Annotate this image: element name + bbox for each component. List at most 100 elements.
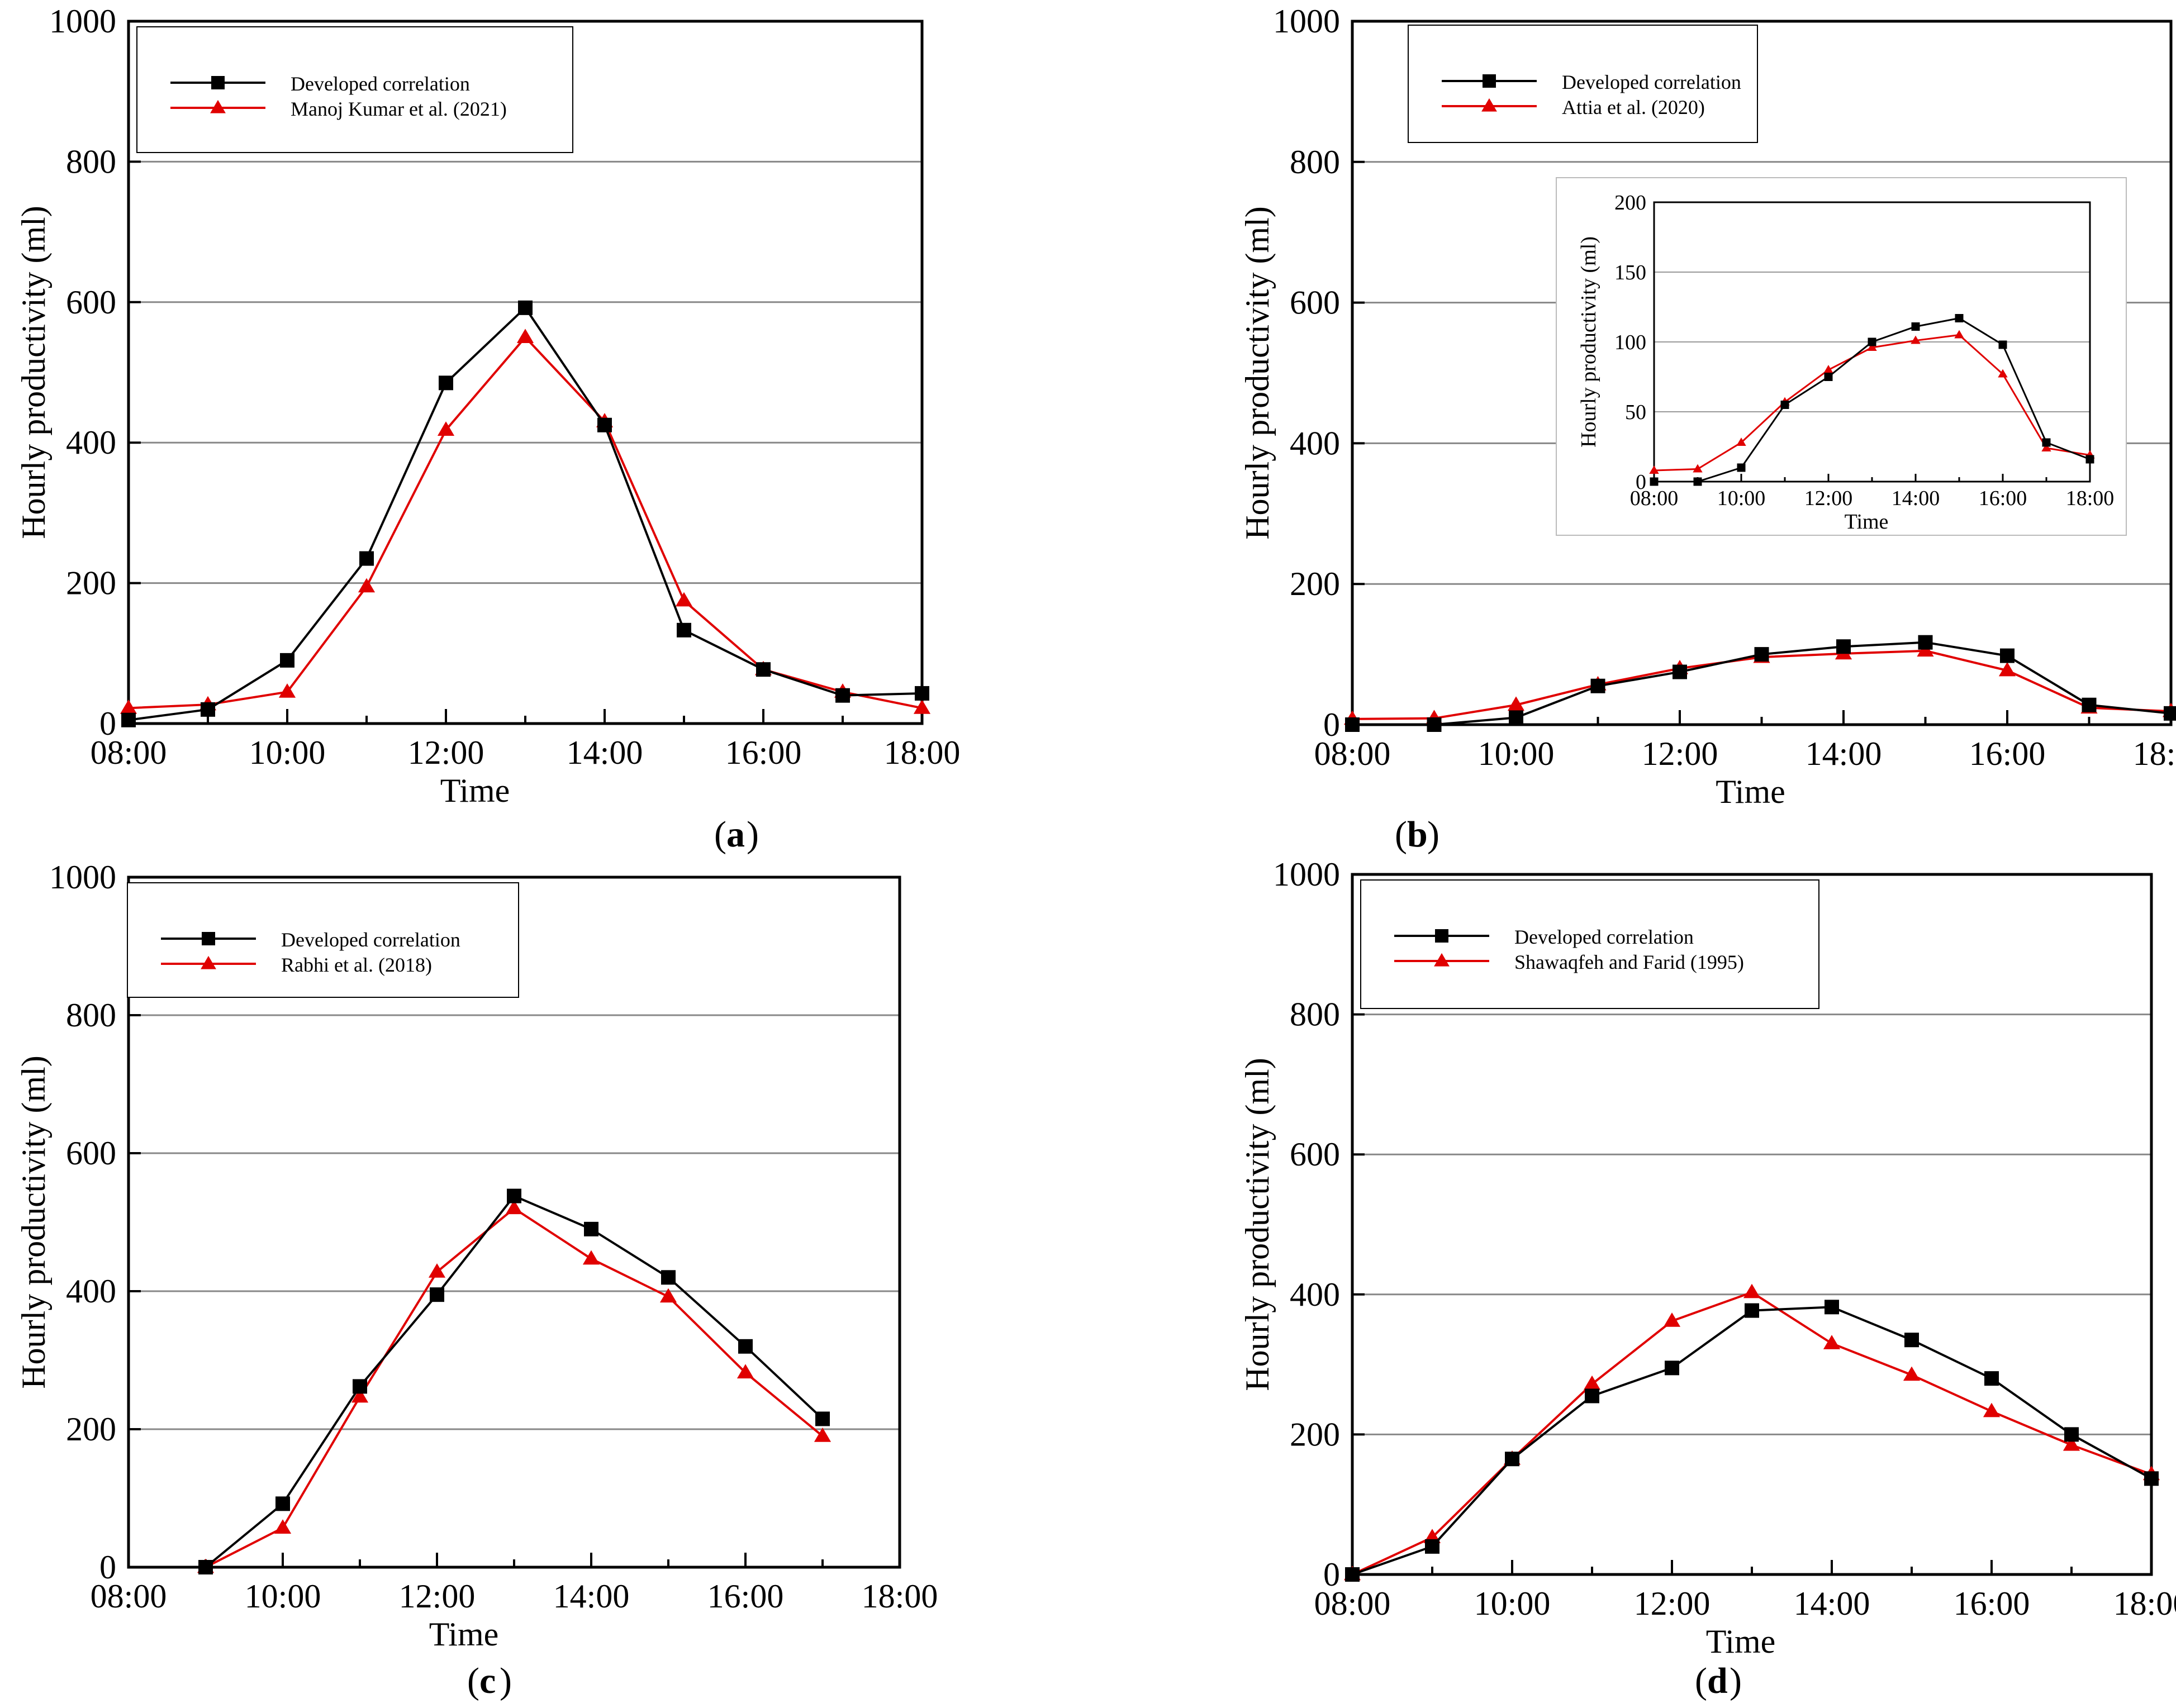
data-point xyxy=(278,683,296,698)
inset-data-point xyxy=(1955,314,1964,322)
data-point xyxy=(1663,1312,1681,1327)
x-tick-label: 10:00 xyxy=(1474,1585,1551,1622)
legend: Developed correlation Rabhi et al. (2018) xyxy=(127,882,519,998)
data-point xyxy=(2000,648,2015,663)
data-point xyxy=(1590,678,1605,693)
x-tick-label: 16:00 xyxy=(1954,1585,2030,1622)
data-point xyxy=(1918,635,1933,650)
data-point xyxy=(353,1379,367,1394)
x-tick-label: 14:00 xyxy=(1806,735,1882,772)
x-axis-title: Time xyxy=(1706,1623,1776,1660)
data-point xyxy=(659,1288,677,1303)
data-point xyxy=(1836,639,1851,654)
data-point xyxy=(1823,1335,1841,1349)
inset-data-point xyxy=(1998,369,2008,378)
data-point xyxy=(1745,1303,1759,1318)
data-point xyxy=(198,1560,213,1574)
x-tick-label: 14:00 xyxy=(567,734,643,771)
legend-marker xyxy=(202,932,215,945)
legend-label: Developed correlation xyxy=(291,73,470,95)
inset-data-point xyxy=(1911,322,1920,331)
data-point xyxy=(1904,1333,1919,1348)
data-point xyxy=(913,700,931,714)
y-tick-label: 600 xyxy=(1290,1136,1340,1173)
x-tick-label: 16:00 xyxy=(1969,735,2046,772)
inset-x-tick-label: 08:00 xyxy=(1630,487,1679,510)
panel-label-close: ) xyxy=(747,814,759,855)
data-point xyxy=(2144,1471,2159,1486)
panel-d: 0 200 400 600 800 1000 08:00 10:00 12:00 14:00 16:… xyxy=(1239,856,2176,1701)
data-point xyxy=(430,1287,444,1302)
panel-a: 0 200 400 600 800 1000 08:00 10:00 12:00 14:00 16:… xyxy=(15,3,960,855)
legend-label: Developed correlation xyxy=(281,929,460,951)
data-point xyxy=(1509,710,1523,725)
data-point xyxy=(1345,1567,1360,1582)
legend-label: Shawaqfeh and Farid (1995) xyxy=(1514,951,1744,973)
y-tick-label: 400 xyxy=(1290,1276,1340,1313)
legend-marker xyxy=(201,955,216,969)
inset-x-axis-title: Time xyxy=(1845,510,1889,534)
inset-data-point xyxy=(1737,463,1746,472)
legend-label: Developed correlation xyxy=(1514,926,1694,948)
data-point xyxy=(1754,647,1769,662)
data-point xyxy=(280,653,294,668)
x-tick-label: 10:00 xyxy=(1478,735,1555,772)
inset-y-tick-label: 200 xyxy=(1614,191,1646,215)
inset-x-tick-label: 12:00 xyxy=(1804,487,1853,510)
panel-label: ( xyxy=(1695,1661,1707,1701)
data-point xyxy=(1984,1371,1999,1386)
inset-y-axis-title: Hourly productivity (ml) xyxy=(1577,236,1600,448)
y-tick-label: 800 xyxy=(66,997,116,1034)
x-tick-label: 12:00 xyxy=(408,734,484,771)
data-point xyxy=(505,1200,523,1215)
y-tick-label: 200 xyxy=(66,565,116,602)
x-tick-label: 08:00 xyxy=(1314,1585,1391,1622)
y-tick-label: 1000 xyxy=(1273,3,1340,40)
y-tick-label: 1000 xyxy=(49,3,116,40)
data-point xyxy=(1585,1388,1599,1403)
legend-marker xyxy=(1481,98,1497,112)
x-tick-label: 12:00 xyxy=(399,1578,476,1615)
legend: Developed correlation Shawaqfeh and Farid… xyxy=(1360,879,1819,1009)
x-tick-label: 18:00 xyxy=(884,734,961,771)
data-point xyxy=(1903,1366,1921,1381)
x-tick-label: 10:00 xyxy=(249,734,326,771)
inset-data-point xyxy=(1650,477,1659,486)
x-axis-title: Time xyxy=(1716,773,1785,810)
x-tick-label: 12:00 xyxy=(1642,735,1718,772)
legend-marker xyxy=(1435,929,1448,943)
panel-label-close: ) xyxy=(500,1661,512,1701)
y-tick-label: 600 xyxy=(1290,284,1340,321)
panel-label: ( xyxy=(1395,814,1407,855)
inset-y-tick-label: 100 xyxy=(1614,331,1646,354)
y-axis-title: Hourly productivity (ml) xyxy=(15,1055,52,1389)
panel-label-close: ) xyxy=(1730,1661,1742,1701)
series-line-1 xyxy=(1352,1291,2152,1576)
data-point xyxy=(835,688,850,703)
x-axis-title: Time xyxy=(440,772,510,809)
data-point xyxy=(582,1250,600,1265)
x-tick-label: 14:00 xyxy=(1794,1585,1870,1622)
data-point xyxy=(516,329,534,344)
legend-marker xyxy=(211,76,225,89)
x-tick-label: 16:00 xyxy=(725,734,802,771)
data-point xyxy=(351,1388,369,1403)
y-tick-label: 400 xyxy=(66,1273,116,1310)
y-tick-label: 800 xyxy=(1290,144,1340,180)
panel-label: ( xyxy=(714,814,726,855)
data-point xyxy=(1665,1360,1679,1376)
inset-data-point xyxy=(2042,438,2051,447)
data-point xyxy=(677,622,691,637)
inset-x-tick-label: 14:00 xyxy=(1892,487,1940,510)
data-point xyxy=(2164,706,2176,721)
inset-y-tick-label: 150 xyxy=(1614,261,1646,284)
x-axis-title: Time xyxy=(429,1616,499,1653)
series-line-1 xyxy=(205,1207,824,1568)
legend-marker xyxy=(1434,953,1450,967)
x-tick-label: 16:00 xyxy=(707,1578,784,1615)
inset-data-point xyxy=(2085,455,2094,464)
data-point xyxy=(1998,662,2016,677)
data-point xyxy=(1425,1539,1439,1554)
inset-chart: 0 50 100 150 200 08:00 10:00 12:00 14:00 16:00 18:… xyxy=(1556,177,2127,536)
